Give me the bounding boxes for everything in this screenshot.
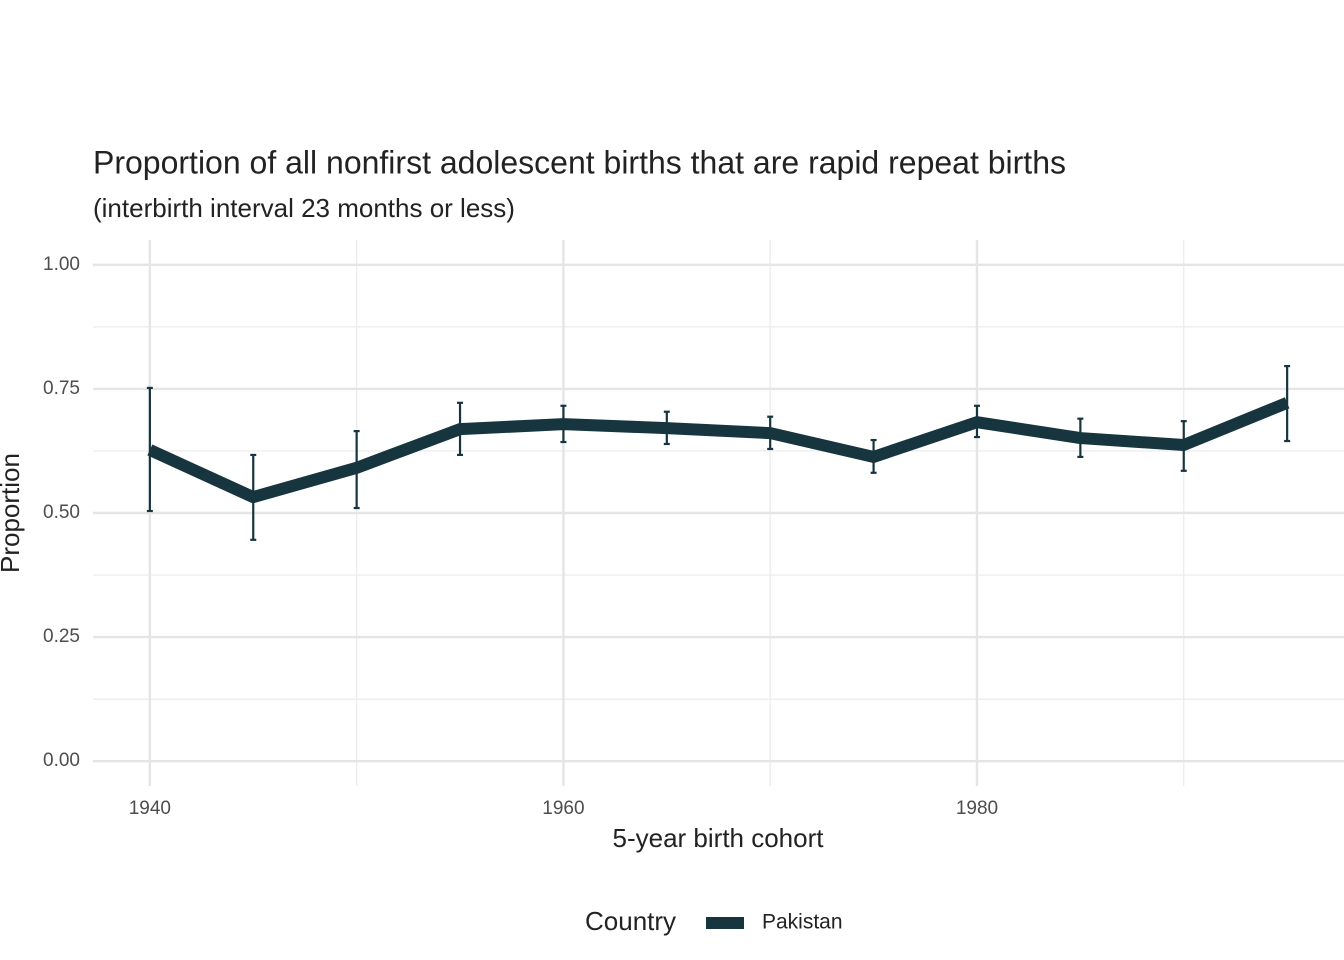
x-tick-label: 1980 xyxy=(956,798,998,819)
chart-subtitle: (interbirth interval 23 months or less) xyxy=(93,193,515,223)
y-tick-label: 1.00 xyxy=(43,254,80,275)
legend-title: Country xyxy=(585,906,676,936)
y-tick-label: 0.25 xyxy=(43,626,80,647)
y-axis-label: Proportion xyxy=(0,453,25,573)
chart-title: Proportion of all nonfirst adolescent bi… xyxy=(93,144,1066,180)
x-axis-label: 5-year birth cohort xyxy=(613,823,825,853)
y-tick-label: 0.00 xyxy=(43,750,80,771)
legend-label: Pakistan xyxy=(762,911,843,934)
legend-swatch xyxy=(706,917,744,929)
y-tick-label: 0.50 xyxy=(43,502,80,523)
x-tick-label: 1960 xyxy=(542,798,584,819)
data-line xyxy=(147,397,1290,504)
x-tick-label: 1940 xyxy=(129,798,171,819)
y-tick-label: 0.75 xyxy=(43,378,80,399)
error-bar xyxy=(146,386,153,513)
